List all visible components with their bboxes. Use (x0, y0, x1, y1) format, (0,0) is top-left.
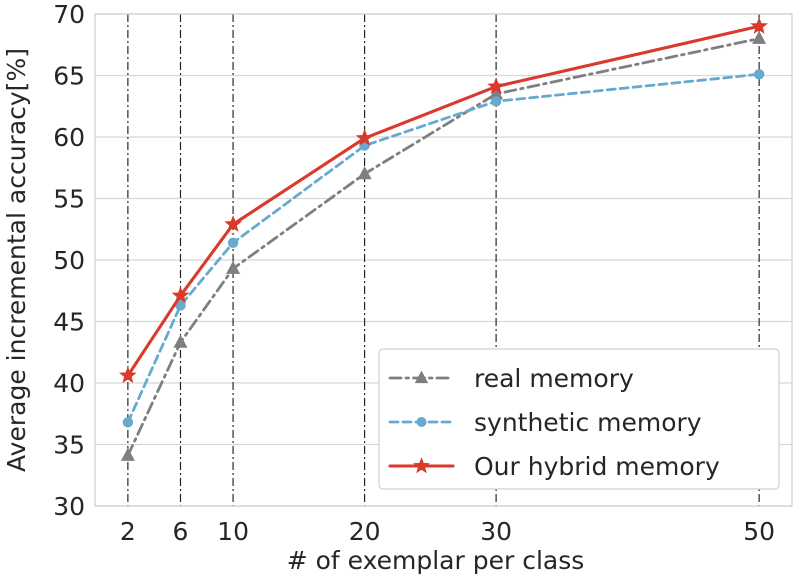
x-tick-label: 2 (120, 517, 136, 546)
y-tick-label: 40 (53, 369, 85, 398)
legend: real memory synthetic memory Our hybrid me… (378, 348, 780, 490)
y-tick-label: 35 (53, 431, 85, 460)
data-point-2 (750, 16, 768, 34)
y-tick-label: 60 (53, 123, 85, 152)
data-point-2 (355, 128, 374, 146)
grid-layer (95, 13, 792, 507)
tick-layer: 30 35 40 45 50 55 60 65 70 2 6 10 20 30 50 (53, 0, 775, 546)
data-point-2 (487, 77, 505, 95)
y-tick-label: 50 (53, 246, 85, 275)
legend-label: synthetic memory (474, 408, 702, 437)
series-line-2 (126, 24, 761, 378)
data-point-1 (490, 96, 502, 107)
x-tick-label: 30 (480, 517, 512, 546)
y-axis-label: Average incremental accuracy[%] (2, 48, 31, 472)
data-point-0 (120, 447, 135, 461)
data-point-1 (227, 237, 239, 248)
x-tick-label: 50 (743, 517, 775, 546)
legend-label: real memory (474, 364, 634, 393)
legend-label: Our hybrid memory (474, 452, 720, 481)
data-point-2 (119, 366, 137, 384)
data-point-0 (226, 260, 241, 274)
series-line-1 (126, 72, 761, 424)
y-tick-label: 30 (53, 492, 85, 521)
x-tick-label: 10 (217, 517, 249, 546)
legend-frame (378, 348, 780, 490)
legend-items: real memory synthetic memory Our hybrid me… (388, 364, 720, 481)
data-point-0 (357, 166, 372, 180)
data-point-1 (122, 417, 134, 428)
data-point-0 (752, 30, 767, 44)
data-point-2 (171, 286, 190, 304)
data-point-2 (224, 215, 242, 232)
y-tick-label: 65 (53, 62, 85, 91)
y-tick-label: 45 (53, 308, 85, 337)
data-point-1 (753, 69, 765, 80)
series-layer (119, 16, 768, 461)
x-tick-label: 6 (173, 517, 189, 546)
x-tick-label: 20 (349, 517, 381, 546)
legend-marker (414, 370, 429, 384)
legend-marker (413, 457, 430, 474)
y-tick-label: 70 (53, 0, 85, 29)
series-line-0 (126, 37, 761, 457)
plot-frame (94, 13, 793, 507)
y-tick-label: 55 (53, 185, 85, 214)
data-point-0 (173, 334, 188, 348)
legend-marker (416, 417, 427, 427)
x-axis-label: # of exemplar per class (287, 546, 585, 575)
